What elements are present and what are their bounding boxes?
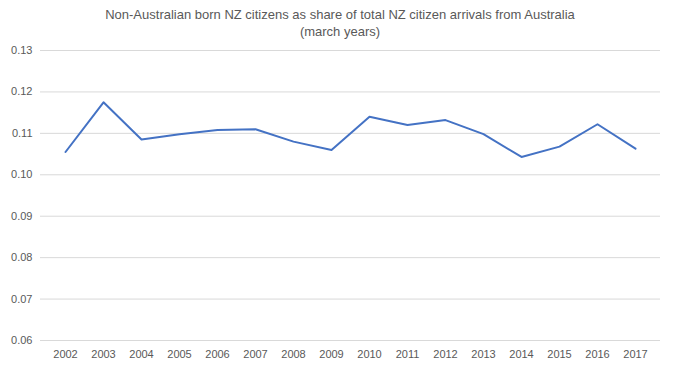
svg-text:2014: 2014 — [509, 348, 533, 360]
svg-text:0.09: 0.09 — [11, 210, 32, 222]
html-text:(march years): (march years) — [299, 24, 381, 39]
svg-text:2008: 2008 — [281, 348, 305, 360]
svg-text:2006: 2006 — [205, 348, 229, 360]
svg-text:2012: 2012 — [433, 348, 457, 360]
svg-text:2015: 2015 — [547, 348, 571, 360]
svg-text:2007: 2007 — [243, 348, 267, 360]
svg-text:0.12: 0.12 — [11, 85, 32, 97]
svg-text:2005: 2005 — [167, 348, 191, 360]
svg-text:0.08: 0.08 — [11, 251, 32, 263]
svg-text:2010: 2010 — [357, 348, 381, 360]
html-text:Non-Australian born NZ citizen: Non-Australian born NZ citizens as share… — [105, 7, 575, 22]
svg-text:2016: 2016 — [585, 348, 609, 360]
svg-text:2013: 2013 — [471, 348, 495, 360]
svg-text:2003: 2003 — [91, 348, 115, 360]
svg-text:2004: 2004 — [129, 348, 153, 360]
svg-text:0.13: 0.13 — [11, 44, 32, 56]
svg-text:2011: 2011 — [396, 348, 420, 360]
svg-text:0.06: 0.06 — [11, 334, 32, 346]
svg-text:0.07: 0.07 — [11, 293, 32, 305]
svg-text:2017: 2017 — [623, 348, 647, 360]
svg-text:0.10: 0.10 — [11, 168, 32, 180]
svg-text:2009: 2009 — [319, 348, 343, 360]
svg-text:0.11: 0.11 — [12, 127, 33, 139]
svg-text:2002: 2002 — [53, 348, 77, 360]
